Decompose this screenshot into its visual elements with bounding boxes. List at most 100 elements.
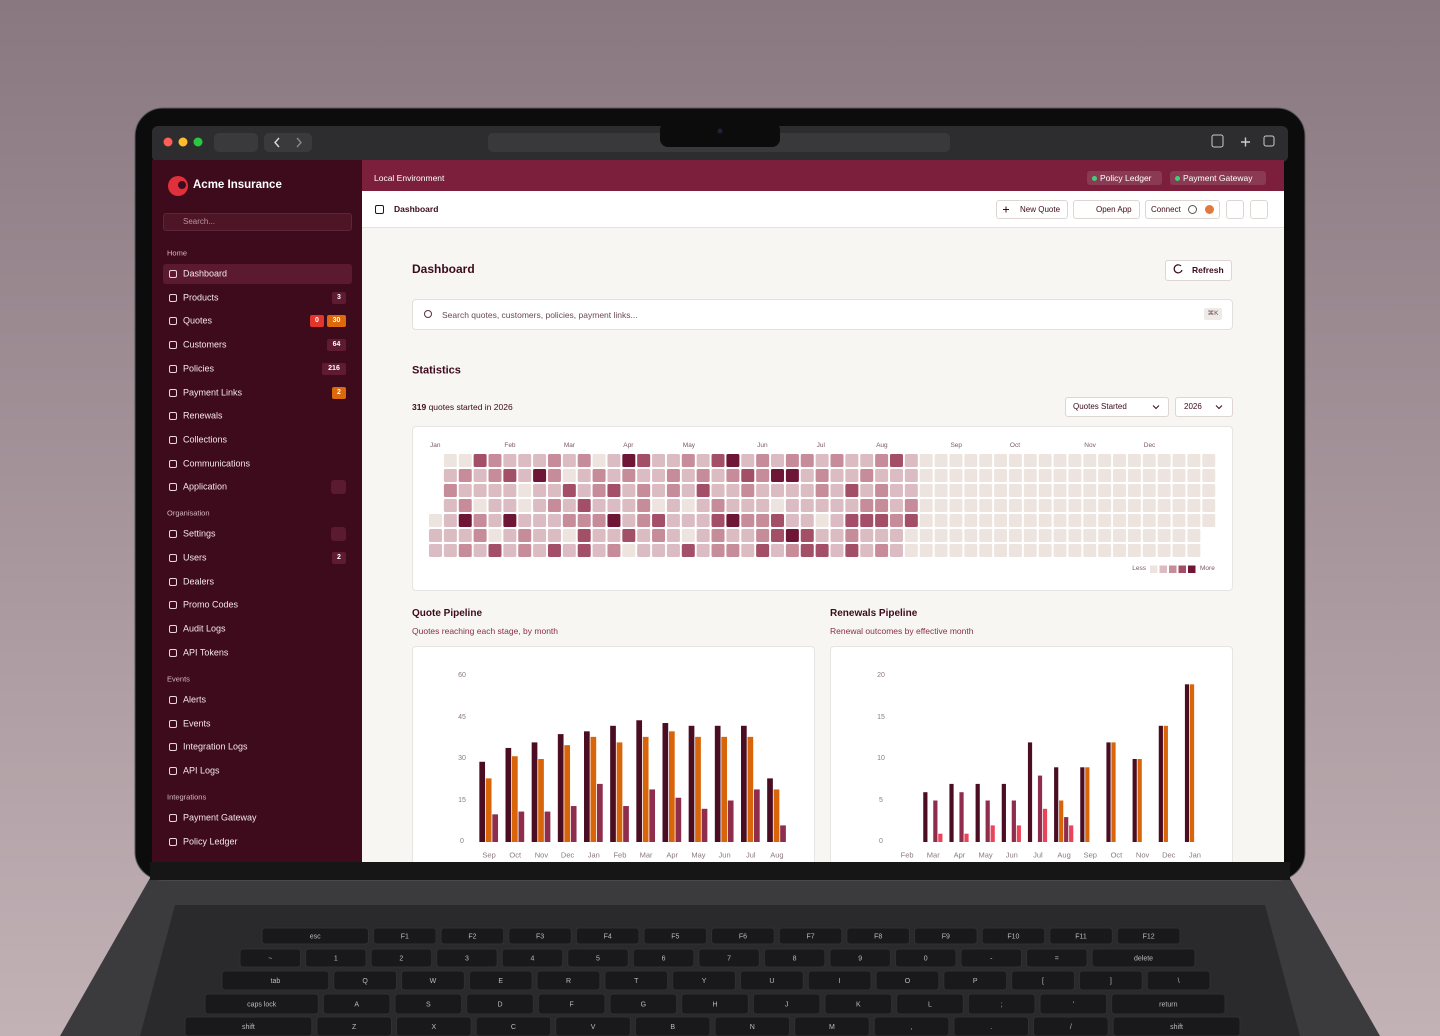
notifications-button[interactable] xyxy=(1250,200,1268,219)
nav-item[interactable]: Integration Logs xyxy=(183,741,248,752)
heatmap-cell xyxy=(741,529,755,542)
summary-part: 319 xyxy=(412,401,427,412)
toolbar-button[interactable] xyxy=(996,200,1068,219)
key-label: C xyxy=(511,1024,516,1031)
nav-item[interactable]: API Logs xyxy=(183,765,220,776)
share-icon[interactable] xyxy=(1211,134,1224,148)
sidebar-toggle[interactable] xyxy=(214,133,258,152)
bar xyxy=(721,736,728,842)
new-tab-icon[interactable] xyxy=(1241,137,1250,147)
nav-item[interactable]: Payment Links xyxy=(183,387,243,398)
key-label: F11 xyxy=(1075,934,1087,941)
heatmap-cell xyxy=(889,514,903,527)
nav-item[interactable]: Dealers xyxy=(183,576,215,587)
sidebar-search[interactable] xyxy=(163,213,352,231)
nav-item[interactable]: Application xyxy=(183,481,228,492)
service-pill[interactable] xyxy=(1170,171,1266,185)
heatmap-cell xyxy=(592,484,606,497)
nav-item[interactable]: Policies xyxy=(183,363,215,374)
bar xyxy=(1158,725,1163,842)
nav-item[interactable]: Alerts xyxy=(183,694,207,705)
expand-toggle[interactable] xyxy=(331,480,346,495)
metric-select[interactable] xyxy=(1065,397,1169,417)
tabs-icon[interactable] xyxy=(1263,135,1275,147)
nav-item[interactable]: Quotes xyxy=(183,315,213,326)
toolbar-button[interactable] xyxy=(1073,200,1140,219)
heatmap-cell xyxy=(875,454,889,467)
heatmap-cell xyxy=(726,544,740,557)
refresh-label[interactable]: Refresh xyxy=(1192,264,1224,275)
bar xyxy=(727,800,734,842)
key xyxy=(1049,927,1113,945)
bar xyxy=(975,783,980,842)
nav-item[interactable]: Payment Gateway xyxy=(183,812,257,823)
heatmap-cell xyxy=(547,484,561,497)
nav-item[interactable]: Dashboard xyxy=(183,268,228,279)
heatmap-cell xyxy=(503,454,517,467)
heatmap-cell xyxy=(1053,484,1067,497)
heatmap-cell xyxy=(1127,499,1141,512)
zoom-button[interactable] xyxy=(193,137,203,147)
toolbar-button-label[interactable]: Open App xyxy=(1096,204,1132,214)
key xyxy=(440,927,505,945)
heatmap-cell xyxy=(637,484,651,497)
metric-select-label[interactable]: Quotes Started xyxy=(1073,402,1127,412)
toolbar-button[interactable] xyxy=(1145,200,1220,219)
nav-item[interactable]: Settings xyxy=(183,528,216,539)
heatmap-cell xyxy=(652,469,666,482)
service-pill[interactable] xyxy=(1087,171,1162,185)
bar xyxy=(741,725,747,842)
key-label: 9 xyxy=(858,956,862,963)
nav-item[interactable]: API Tokens xyxy=(183,647,229,658)
heatmap-cell xyxy=(800,469,814,482)
heatmap-cell xyxy=(533,499,547,512)
key xyxy=(316,1016,392,1036)
key-label: B xyxy=(670,1024,675,1031)
year-select-label[interactable]: 2026 xyxy=(1184,402,1202,412)
heatmap-cell xyxy=(994,454,1008,467)
chart-subtitle: Quotes reaching each stage, by month xyxy=(412,625,559,636)
heatmap-cell xyxy=(919,469,933,482)
expand-toggle[interactable] xyxy=(331,527,346,542)
close-button[interactable] xyxy=(163,137,173,147)
key xyxy=(501,948,564,968)
refresh-button[interactable] xyxy=(1165,260,1232,281)
nav-buttons[interactable] xyxy=(264,133,312,152)
heatmap-cell xyxy=(443,454,457,467)
heatmap-cell xyxy=(1038,544,1052,557)
bar xyxy=(701,808,708,842)
x-tick-label: Mar xyxy=(639,850,653,860)
toolbar-button-label[interactable]: New Quote xyxy=(1020,204,1061,214)
heatmap-cell xyxy=(562,454,576,467)
nav-item[interactable]: Events xyxy=(183,718,211,729)
bar xyxy=(564,745,571,842)
nav-item[interactable]: Products xyxy=(183,292,219,303)
search-button[interactable] xyxy=(1226,200,1244,219)
heatmap-cell xyxy=(1068,529,1082,542)
nav-item[interactable]: Promo Codes xyxy=(183,599,239,610)
minimize-button[interactable] xyxy=(178,137,188,147)
nav-item[interactable]: Renewals xyxy=(183,410,223,421)
heatmap-cell xyxy=(934,469,948,482)
toolbar-button-label[interactable]: Connect xyxy=(1151,204,1181,214)
nav-item[interactable]: Collections xyxy=(183,434,228,445)
nav-item[interactable]: Users xyxy=(183,552,207,563)
nav-item[interactable]: Policy Ledger xyxy=(183,836,238,847)
bar xyxy=(479,761,486,842)
heatmap-cell xyxy=(488,544,502,557)
key-label: 6 xyxy=(662,956,666,963)
nav-item[interactable]: Communications xyxy=(183,458,251,469)
heatmap-cell xyxy=(830,469,844,482)
heatmap-cell xyxy=(934,484,948,497)
heatmap-month: Nov xyxy=(1084,442,1096,450)
badge: 2 xyxy=(332,386,346,399)
year-select[interactable] xyxy=(1175,397,1233,417)
nav-item[interactable]: Audit Logs xyxy=(183,623,226,634)
key-label: F3 xyxy=(536,934,544,941)
heatmap-cell xyxy=(1157,514,1171,527)
nav-icon xyxy=(169,530,177,539)
nav-item[interactable]: Customers xyxy=(183,339,227,350)
global-search[interactable] xyxy=(412,299,1233,330)
bar xyxy=(933,800,938,842)
heatmap-cell xyxy=(473,454,487,467)
